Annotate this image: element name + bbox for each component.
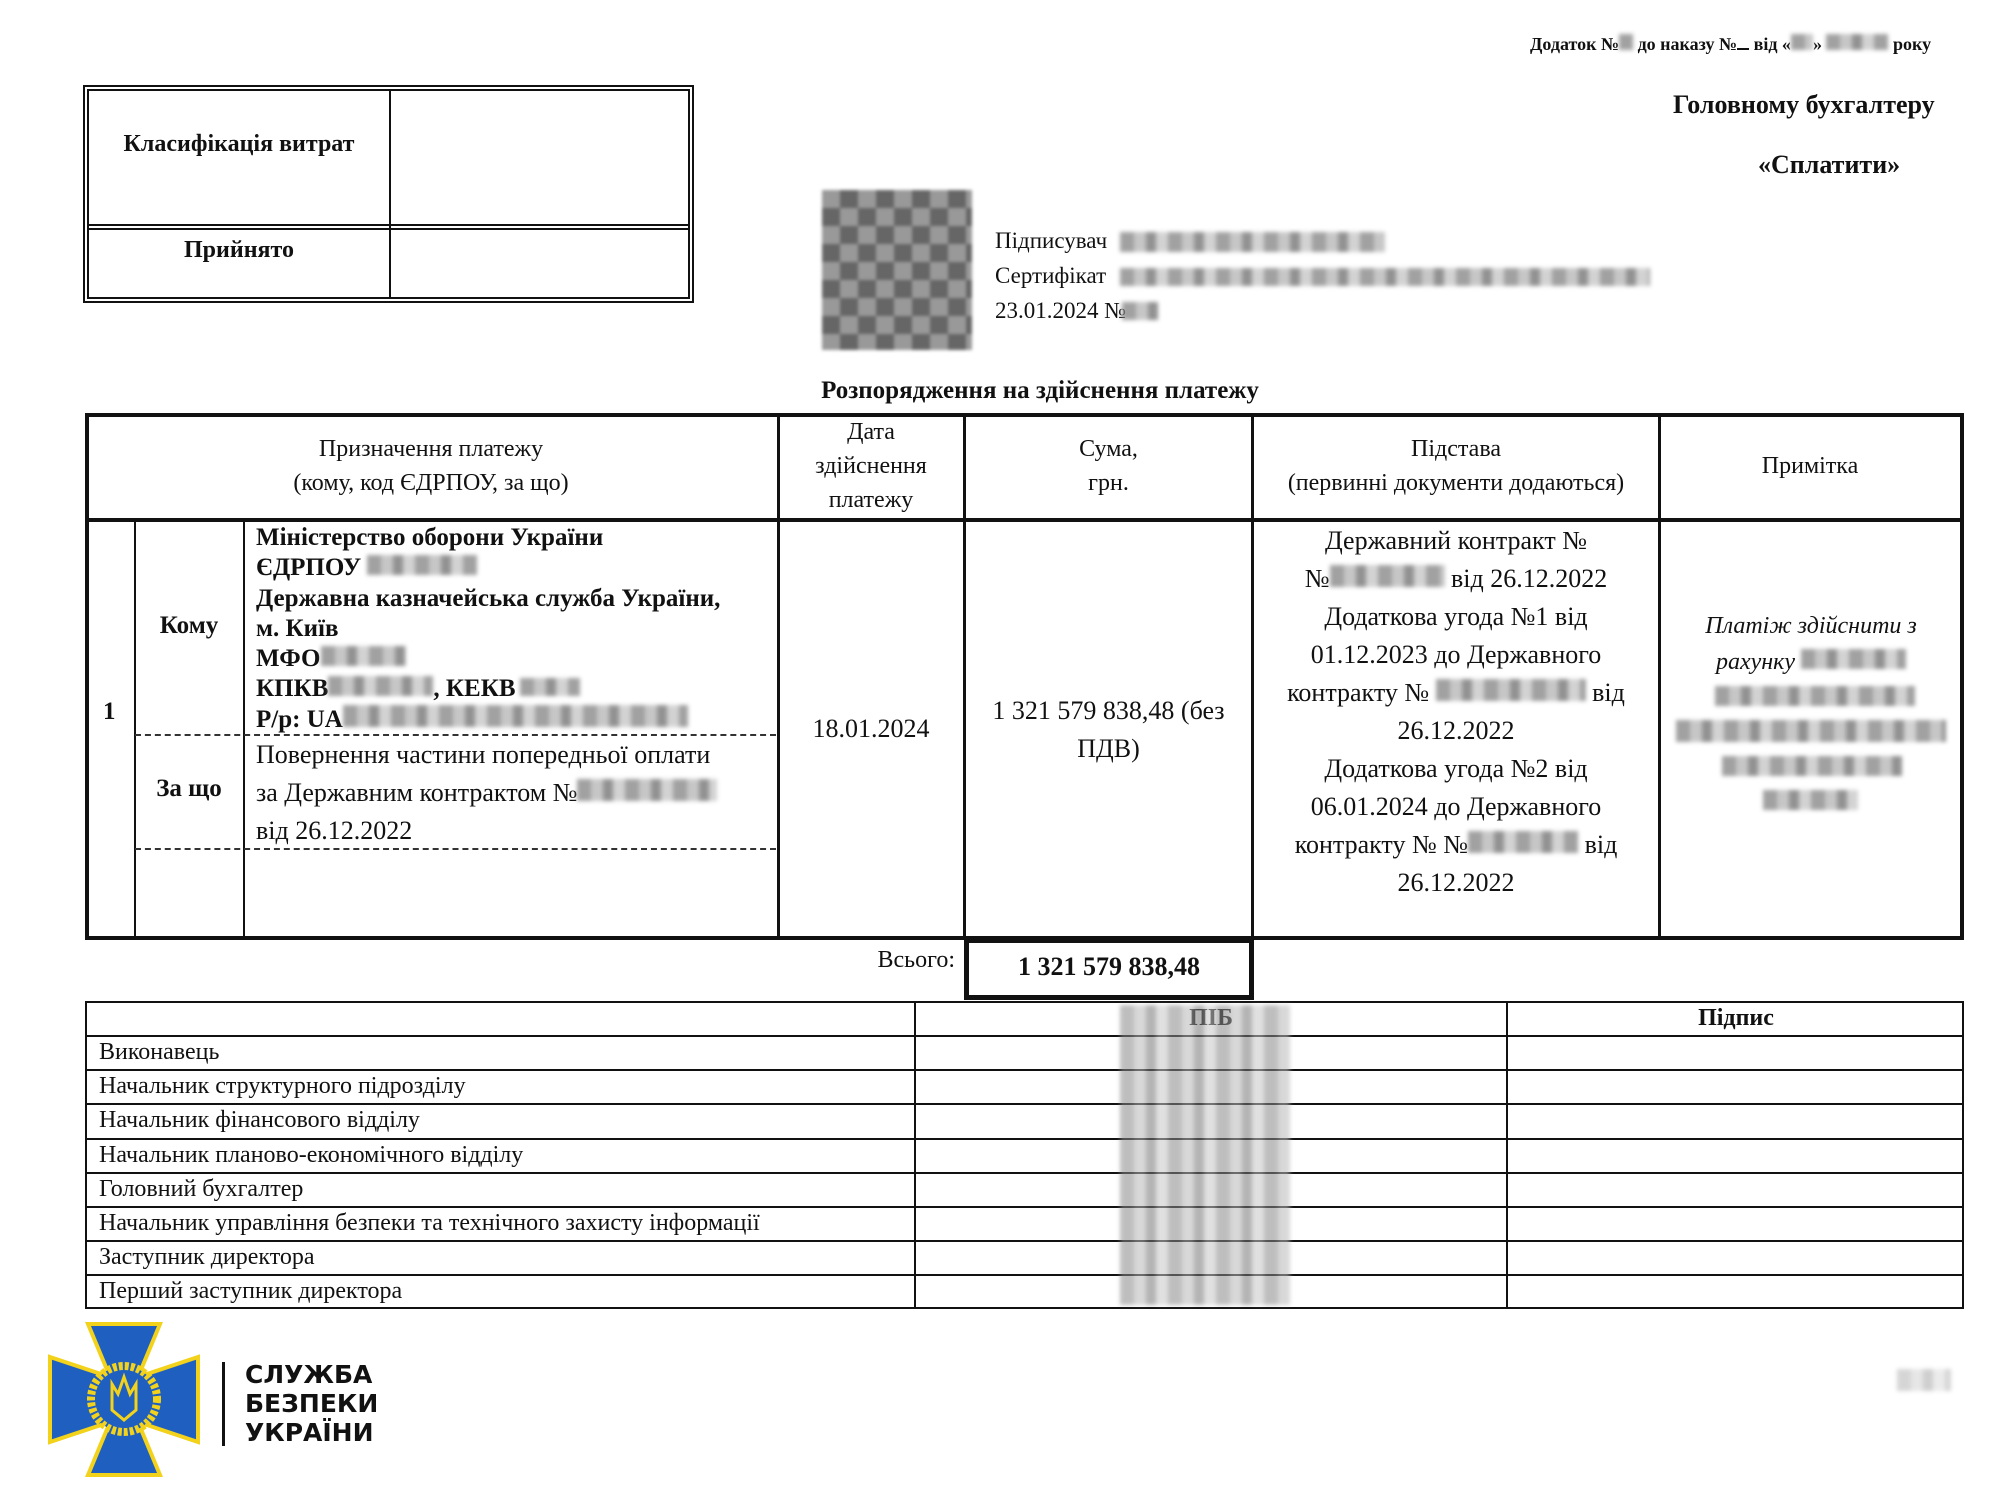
classification-box: Класифікація витрат Прийнято [83, 85, 694, 303]
for-label: За що [156, 775, 222, 802]
header-note: Примітка [1761, 453, 1859, 479]
basis-block: Державний контракт № № від 26.12.2022 До… [1287, 526, 1625, 897]
signature-row: Перший заступник директора [85, 1274, 1964, 1310]
header-signature: Підпис [1698, 1005, 1774, 1031]
row-number: 1 [103, 698, 116, 725]
payment-sum: 1 321 579 838,48 (без ПДВ) [992, 696, 1225, 763]
total-label: Всього: [877, 947, 955, 973]
document-title: Розпорядження на здійснення платежу [821, 377, 1259, 404]
appendix-year: року [1892, 34, 1932, 54]
signature-row-role: Заступник директора [99, 1244, 315, 1271]
signature-row-role: Начальник фінансового відділу [99, 1107, 420, 1134]
signature-row-role: Головний бухгалтер [99, 1175, 304, 1202]
signature-row-role: Перший заступник директора [99, 1278, 403, 1305]
signature-row: Начальник структурного підрозділу [85, 1069, 1964, 1105]
names-redacted [1120, 1005, 1290, 1305]
appendix-prefix: Додаток № [1530, 34, 1620, 54]
note-redacted [1715, 686, 1915, 706]
appendix-reference: Додаток № до наказу № від «» року [1530, 34, 1932, 54]
signature-row: Головний бухгалтер [85, 1171, 1964, 1208]
signature-row: Начальник фінансового відділу [85, 1103, 1964, 1139]
signature-row: Заступник директора [85, 1240, 1964, 1276]
page-number-redacted [1897, 1369, 1951, 1391]
signature-row-role: Начальник управління безпеки та технічно… [99, 1210, 760, 1236]
payment-date: 18.01.2024 [812, 714, 930, 743]
certificate-label: Сертифікат [995, 263, 1107, 288]
signature-row-role: Начальник планово-економічного відділу [99, 1141, 524, 1168]
purpose-block: Повернення частини попередньої оплати за… [256, 736, 718, 850]
signature-row-role: Начальник структурного підрозділу [99, 1073, 466, 1100]
total-value: 1 321 579 838,48 [964, 938, 1254, 1000]
sbu-logo [48, 1322, 200, 1482]
signer-line: Підписувач [995, 228, 1107, 254]
certificate-line: Сертифікат [995, 263, 1106, 289]
to-label: Кому [159, 612, 219, 639]
recipient-block: Міністерство оборони України ЄДРПОУ Держ… [256, 524, 721, 733]
accepted-label: Прийнято [184, 237, 294, 263]
signature-row: Начальник управління безпеки та технічно… [85, 1206, 1964, 1242]
header-sum: Сума, грн. [1079, 436, 1138, 496]
qr-code [822, 190, 972, 350]
classification-label: Класифікація витрат [123, 131, 355, 157]
note-block: Платіж здійснити з рахунку [1705, 613, 1917, 675]
resolution: «Сплатити» [1758, 150, 1901, 179]
sbu-emblem-icon [48, 1322, 200, 1477]
signature-row: Виконавець [85, 1035, 1964, 1071]
header-date: Дата здійснення платежу [815, 419, 927, 513]
signature-row-role: Виконавець [99, 1039, 220, 1065]
certificate-redacted [1120, 268, 1650, 286]
signer-label: Підписувач [995, 228, 1108, 253]
signature-row: Начальник планово-економічного відділу [85, 1137, 1964, 1174]
appendix-from: від « [1753, 34, 1791, 54]
appendix-middle: до наказу № [1637, 34, 1738, 54]
signer-redacted [1120, 232, 1385, 252]
stamp-date: 23.01.2024 № [995, 298, 1127, 323]
header-purpose: Призначення платежу (кому, код ЄДРПОУ, з… [293, 436, 569, 496]
sbu-wordmark: СЛУЖБА БЕЗПЕКИ УКРАЇНИ [245, 1360, 379, 1447]
header-basis: Підстава (первинні документи додаються) [1287, 436, 1625, 496]
addressee: Головному бухгалтеру [1673, 90, 1935, 119]
